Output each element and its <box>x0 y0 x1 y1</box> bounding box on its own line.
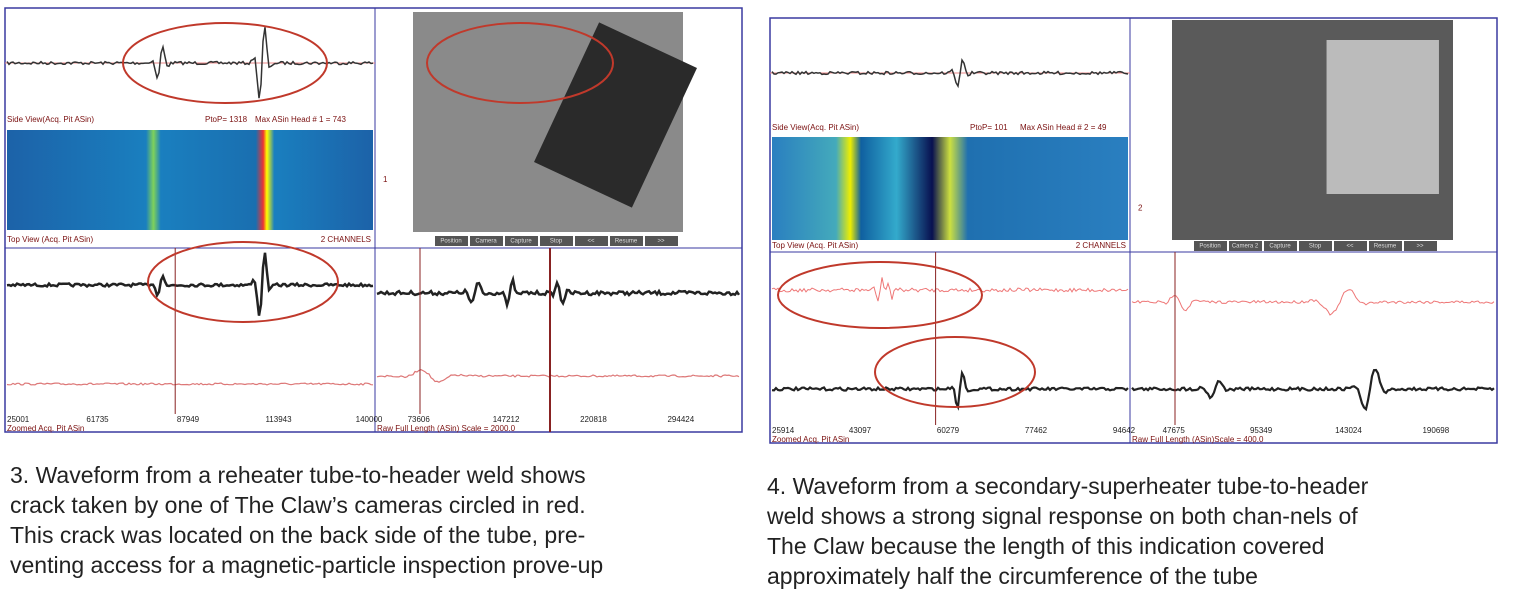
caption-line: This crack was located on the back side … <box>10 522 585 548</box>
x-tick-label: 143024 <box>1335 426 1362 435</box>
x-tick-label: 190698 <box>1422 426 1449 435</box>
button-label: << <box>587 239 595 245</box>
button-label: << <box>1346 244 1354 250</box>
x-tick-label: 294424 <box>667 415 694 424</box>
x-tick-label: 25914 <box>772 426 795 435</box>
camera-object <box>1326 40 1439 194</box>
highlight-ellipse <box>874 336 1036 408</box>
x-tick-label: 77462 <box>1025 426 1048 435</box>
button-label: Capture <box>1269 244 1291 250</box>
highlight-ellipse <box>426 22 614 104</box>
camera-button[interactable] <box>1334 241 1367 251</box>
caption-line: 3. Waveform from a reheater tube-to-head… <box>10 462 586 488</box>
button-label: Camera 2 <box>1232 244 1259 250</box>
top-view-label: Top View (Acq. Pit ASin) <box>772 241 858 250</box>
x-tick-label: 25001 <box>7 415 30 424</box>
heatmap <box>7 130 373 230</box>
camera-button[interactable] <box>645 236 678 246</box>
camera-button[interactable] <box>470 236 503 246</box>
camera-button[interactable] <box>1369 241 1402 251</box>
waveform <box>6 27 374 99</box>
button-label: Stop <box>550 239 563 245</box>
bottom-right-label: Raw Full Length (ASin)Scale = 400.0 <box>1132 435 1264 444</box>
heatmap <box>772 137 1128 240</box>
bottom-left-label: Zoomed Acq. Pit ASin <box>7 424 84 433</box>
caption-line: crack taken by one of The Claw’s cameras… <box>10 492 586 518</box>
camera-button[interactable] <box>540 236 573 246</box>
button-label: Stop <box>1309 244 1322 250</box>
ptp-label: PtoP= 1318 <box>205 115 248 124</box>
camera-button[interactable] <box>1299 241 1332 251</box>
camera-button[interactable] <box>1404 241 1437 251</box>
button-label: >> <box>1416 244 1424 250</box>
channels-label: 2 CHANNELS <box>321 235 371 244</box>
ptp-label: PtoP= 101 <box>970 123 1008 132</box>
channel-marker: 2 <box>1138 204 1143 213</box>
button-label: Position <box>1199 244 1220 250</box>
caption-line: 4. Waveform from a secondary-superheater… <box>767 473 1369 499</box>
caption-line: approximately half the circumference of … <box>767 563 1258 589</box>
max-label: Max ASin Head # 2 = 49 <box>1020 123 1107 132</box>
x-tick-label: 47675 <box>1163 426 1186 435</box>
camera-button[interactable] <box>505 236 538 246</box>
caption-line: The Claw because the length of this indi… <box>767 533 1324 559</box>
waveform <box>1131 289 1495 316</box>
highlight-ellipse <box>777 261 983 329</box>
button-label: Capture <box>510 239 532 245</box>
button-label: >> <box>657 239 665 245</box>
caption-line: weld shows a strong signal response on b… <box>766 503 1358 529</box>
camera-button[interactable] <box>435 236 468 246</box>
highlight-ellipse <box>122 22 328 104</box>
channel-marker: 1 <box>383 175 388 184</box>
top-view-label: Top View (Acq. Pit ASin) <box>7 235 93 244</box>
camera-button[interactable] <box>1264 241 1297 251</box>
camera-button[interactable] <box>1229 241 1262 251</box>
waveform <box>1131 368 1495 412</box>
x-tick-label: 113943 <box>265 415 292 424</box>
x-tick-label: 140000 <box>356 415 383 424</box>
bottom-left-label: Zoomed Acq. Pit ASin <box>772 435 849 444</box>
camera-button[interactable] <box>610 236 643 246</box>
highlight-ellipse <box>147 241 339 323</box>
waveform <box>6 382 374 386</box>
max-label: Max ASin Head # 1 = 743 <box>255 115 347 124</box>
button-label: Resume <box>615 239 638 245</box>
x-tick-label: 43097 <box>849 426 872 435</box>
x-tick-label: 87949 <box>177 415 200 424</box>
waveform <box>771 58 1129 89</box>
x-tick-label: 220818 <box>580 415 607 424</box>
x-tick-label: 95349 <box>1250 426 1273 435</box>
button-label: Position <box>440 239 461 245</box>
side-view-label: Side View(Acq. Pit ASin) <box>7 115 94 124</box>
button-label: Camera <box>475 239 497 245</box>
caption-line: venting access for a magnetic-particle i… <box>10 552 603 578</box>
channels-label: 2 CHANNELS <box>1076 241 1126 250</box>
button-label: Resume <box>1374 244 1397 250</box>
bottom-right-label: Raw Full Length (ASin) Scale = 2000.0 <box>377 424 516 433</box>
camera-object <box>534 22 697 208</box>
waveform <box>771 277 1129 302</box>
waveform <box>376 369 740 383</box>
side-view-label: Side View(Acq. Pit ASin) <box>772 123 859 132</box>
x-tick-label: 60279 <box>937 426 960 435</box>
x-tick-label: 94642 <box>1113 426 1136 435</box>
x-tick-label: 147212 <box>493 415 520 424</box>
camera-button[interactable] <box>575 236 608 246</box>
x-tick-label: 73606 <box>408 415 431 424</box>
waveform <box>771 369 1129 411</box>
waveform <box>376 274 741 311</box>
waveform <box>6 252 374 316</box>
x-tick-label: 61735 <box>86 415 109 424</box>
camera-button[interactable] <box>1194 241 1227 251</box>
